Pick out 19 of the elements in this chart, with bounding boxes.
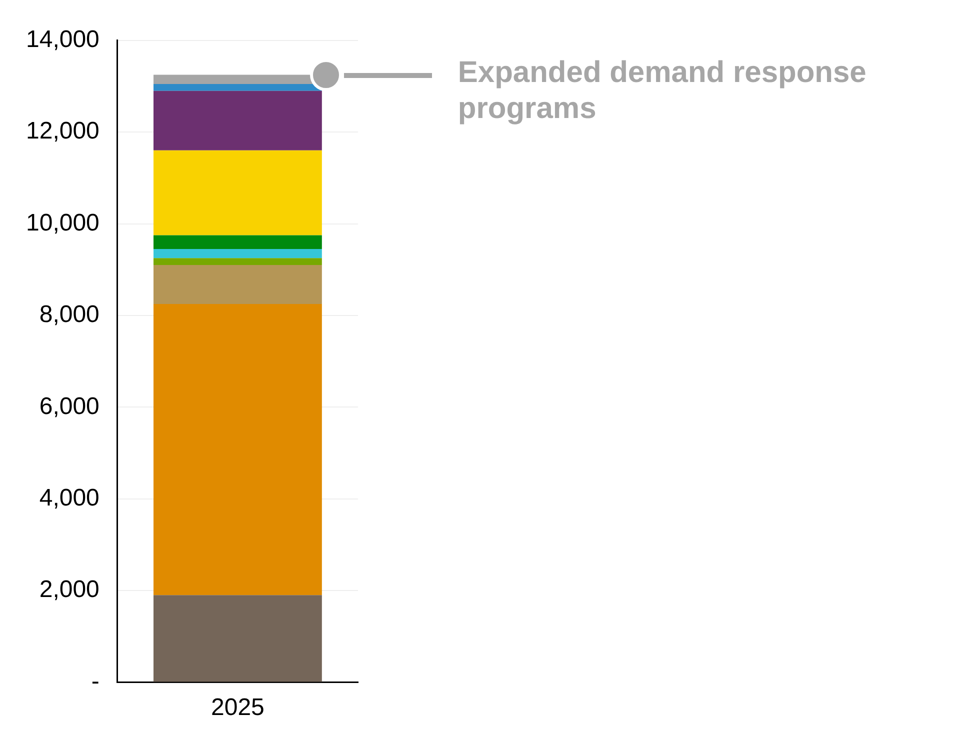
bar	[153, 150, 322, 236]
x-tick-label: 2025	[211, 694, 264, 722]
y-tick-label: 2,000	[39, 576, 100, 604]
y-tick-label: -	[91, 668, 100, 695]
y-tick-label: 12,000	[26, 118, 100, 145]
bar	[153, 304, 322, 596]
y-tick-label: 14,000	[26, 26, 100, 54]
y-tick-label: 8,000	[39, 301, 100, 328]
bar	[153, 90, 322, 150]
bar	[153, 595, 322, 682]
y-tick-label: 4,000	[39, 484, 100, 512]
bar	[153, 265, 322, 304]
y-tick-label: 10,000	[26, 209, 100, 236]
y-tick-label: 6,000	[39, 392, 100, 420]
bar	[153, 84, 322, 91]
bar	[153, 235, 322, 249]
bar	[153, 248, 322, 258]
legend-label: Expanded demand response programs	[458, 54, 868, 127]
bar	[153, 258, 322, 266]
